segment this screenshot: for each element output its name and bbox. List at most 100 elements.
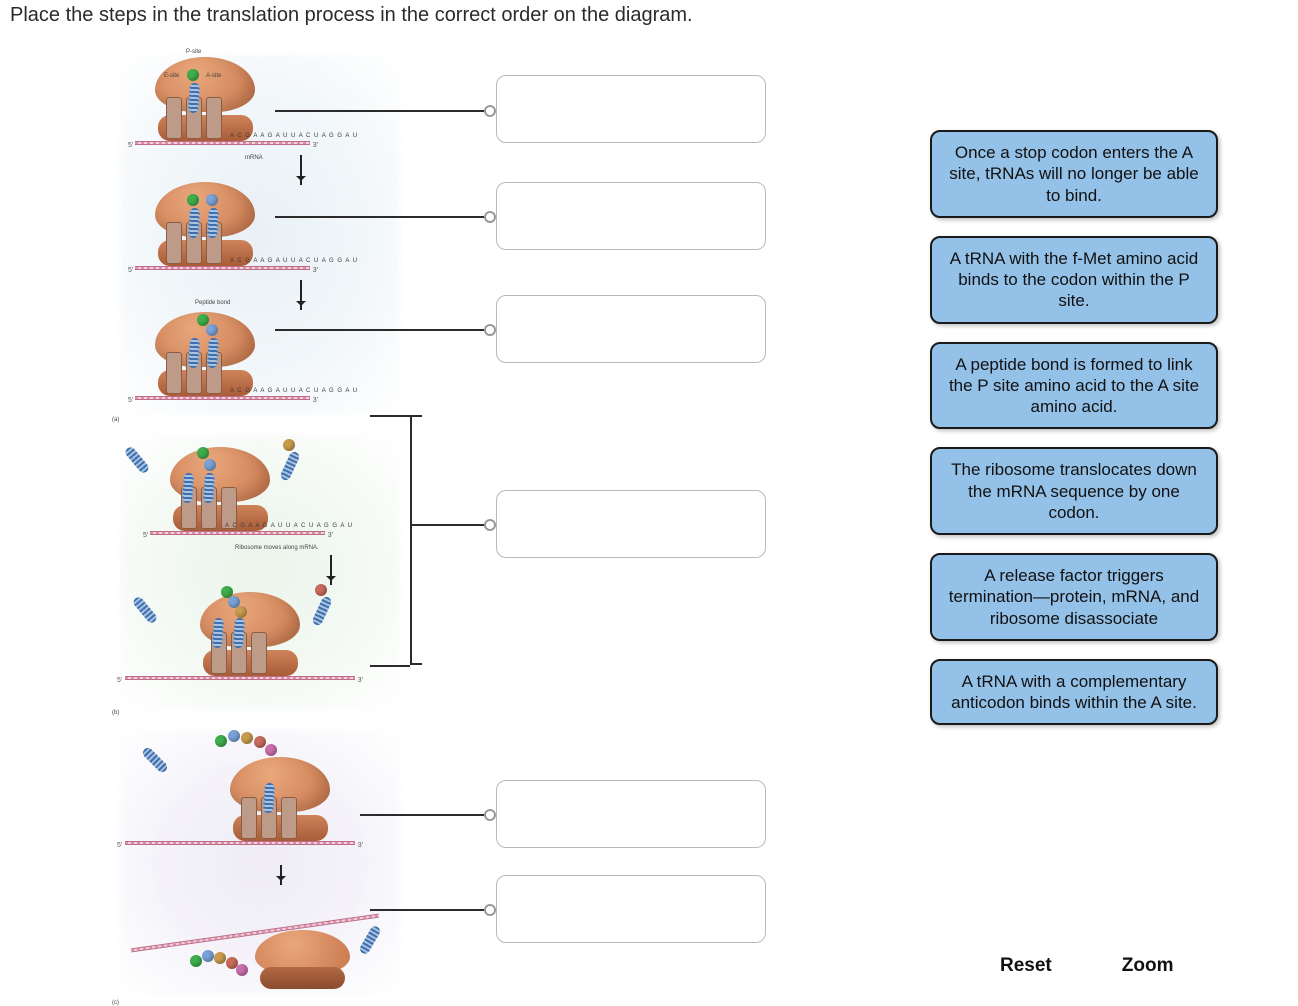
aa-pro-r	[202, 950, 214, 962]
connector-4c	[410, 524, 490, 526]
aa-pro	[206, 194, 218, 206]
diagram-column: (a) E-site P-site A-site A C G A A G A U…	[120, 55, 420, 995]
aa-fmet	[197, 314, 209, 326]
connector-node	[484, 904, 496, 916]
connector-4a	[370, 415, 410, 417]
arrow-a1	[300, 155, 302, 185]
stage-b-panel: (b) A C G A A G A U U A C U A G G A U 5'…	[120, 435, 420, 710]
aa-asn-r	[236, 964, 248, 976]
aa-pro	[204, 459, 216, 471]
disassociated-complex	[160, 895, 370, 985]
drop-zone-5[interactable]	[496, 780, 766, 848]
trna-a	[207, 338, 219, 369]
bracket-stage-b	[410, 415, 412, 665]
arrow-c	[280, 865, 282, 885]
a-site	[251, 632, 267, 674]
ribosome-moves-label: Ribosome moves along mRNA.	[235, 545, 319, 551]
a-site	[206, 97, 222, 139]
five-prime-4: 5'	[143, 532, 148, 539]
ribosome-a2: A C G A A G A U U A C U A G G A U 5' 3'	[150, 200, 260, 270]
trna-p	[188, 338, 200, 369]
connector-node	[484, 211, 496, 223]
three-prime-3: 3'	[313, 397, 318, 404]
aa-pro	[206, 324, 218, 336]
trna-e	[182, 473, 194, 504]
connector-node	[484, 809, 496, 821]
aa-fmet	[197, 447, 209, 459]
five-prime-6: 5'	[117, 842, 122, 849]
drag-item-translocate[interactable]: The ribosome translocates down the mRNA …	[930, 447, 1218, 535]
ribosome-a1: E-site P-site A-site A C G A A G A U U A…	[150, 75, 260, 145]
draggable-column: Once a stop codon enters the A site, tRN…	[930, 130, 1220, 743]
mrna-seq-3: A C G A A G A U U A C U A G G A U	[230, 388, 358, 394]
peptide-bond-label: Peptide bond	[195, 300, 230, 306]
e-site	[241, 797, 257, 839]
ribosome-a3: A C G A A G A U U A C U A G G A U 5' 3'	[150, 330, 260, 400]
arrow-b	[330, 555, 332, 585]
mrna-seq-4: A C G A A G A U U A C U A G G A U	[225, 523, 353, 529]
drag-item-release-factor[interactable]: A release factor triggers termination—pr…	[930, 553, 1218, 641]
drop-zone-6[interactable]	[496, 875, 766, 943]
stage-c-panel: (c) 5' 3'	[120, 730, 420, 995]
mrna-strand-1	[135, 141, 310, 145]
rib-small-released	[260, 967, 345, 989]
p-site-label: P-site	[186, 49, 201, 55]
connector-6	[370, 909, 490, 911]
e-site	[166, 97, 182, 139]
aa-pro	[228, 730, 240, 742]
mrna-strand-3	[135, 396, 310, 400]
stage-a-label: (a)	[112, 417, 119, 423]
aa-fmet	[187, 69, 199, 81]
connector-1	[275, 110, 490, 112]
drop-zone-1[interactable]	[496, 75, 766, 143]
button-row: Reset Zoom	[1000, 955, 1173, 977]
five-prime-5: 5'	[117, 677, 122, 684]
aa-gln	[254, 736, 266, 748]
mrna-strand-4	[150, 531, 325, 535]
five-prime-2: 5'	[128, 267, 133, 274]
ribosome-c1: 5' 3'	[225, 775, 335, 845]
mrna-seq-1: A C G A A G A U U A C U A G G A U	[230, 133, 358, 139]
mrna-label: mRNA	[245, 155, 263, 161]
aa-fmet-r	[190, 955, 202, 967]
connector-4b	[370, 665, 410, 667]
aa-tyr-r	[214, 952, 226, 964]
five-prime-3: 5'	[128, 397, 133, 404]
drag-item-anticodon[interactable]: A tRNA with a complementary anticodon bi…	[930, 659, 1218, 726]
aa-gln-incoming	[315, 584, 327, 596]
connector-5	[360, 814, 490, 816]
three-prime-4: 3'	[328, 532, 333, 539]
connector-node	[484, 105, 496, 117]
drag-item-stop-codon[interactable]: Once a stop codon enters the A site, tRN…	[930, 130, 1218, 218]
three-prime-6: 3'	[358, 842, 363, 849]
trna-e	[212, 618, 224, 649]
aa-fmet	[215, 735, 227, 747]
zoom-button[interactable]: Zoom	[1122, 955, 1174, 977]
drop-zone-3[interactable]	[496, 295, 766, 363]
three-prime-1: 3'	[313, 142, 318, 149]
connector-node	[484, 519, 496, 531]
aa-tyr-incoming	[283, 439, 295, 451]
reset-button[interactable]: Reset	[1000, 955, 1052, 977]
trna-p	[233, 618, 245, 649]
instruction-text: Place the steps in the translation proce…	[10, 4, 693, 27]
stage-a-panel: (a) E-site P-site A-site A C G A A G A U…	[120, 55, 420, 415]
drag-item-peptide-bond[interactable]: A peptide bond is formed to link the P s…	[930, 342, 1218, 430]
drag-item-fmet-trna[interactable]: A tRNA with the f-Met amino acid binds t…	[930, 236, 1218, 324]
drop-zone-4[interactable]	[496, 490, 766, 558]
trna-p	[188, 83, 200, 114]
aa-tyr	[235, 606, 247, 618]
e-site-label: E-site	[164, 73, 179, 79]
mrna-strand-6	[125, 841, 355, 845]
trna-p	[203, 473, 215, 504]
drop-zone-2[interactable]	[496, 182, 766, 250]
trna-a	[207, 208, 219, 239]
connector-2	[275, 216, 490, 218]
e-site	[166, 352, 182, 394]
three-prime-5: 3'	[358, 677, 363, 684]
mrna-seq-2: A C G A A G A U U A C U A G G A U	[230, 258, 358, 264]
five-prime-1: 5'	[128, 142, 133, 149]
connector-node	[484, 324, 496, 336]
aa-asn	[265, 744, 277, 756]
trna-p	[188, 208, 200, 239]
